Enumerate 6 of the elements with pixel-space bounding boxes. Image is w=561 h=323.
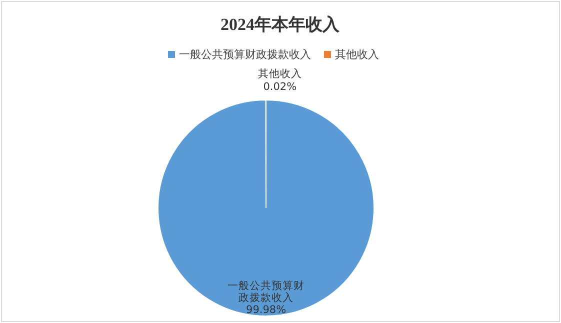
data-label: 一般公共预算财政拨款收入 99.98% [228, 278, 305, 316]
chart-title: 2024年本年收入 [220, 15, 340, 34]
pie-slice [158, 100, 374, 316]
data-label: 其他收入 0.02% [258, 67, 302, 93]
legend-label: 其他收入 [335, 48, 379, 61]
legend-label: 一般公共预算财政拨款收入 [179, 48, 311, 61]
